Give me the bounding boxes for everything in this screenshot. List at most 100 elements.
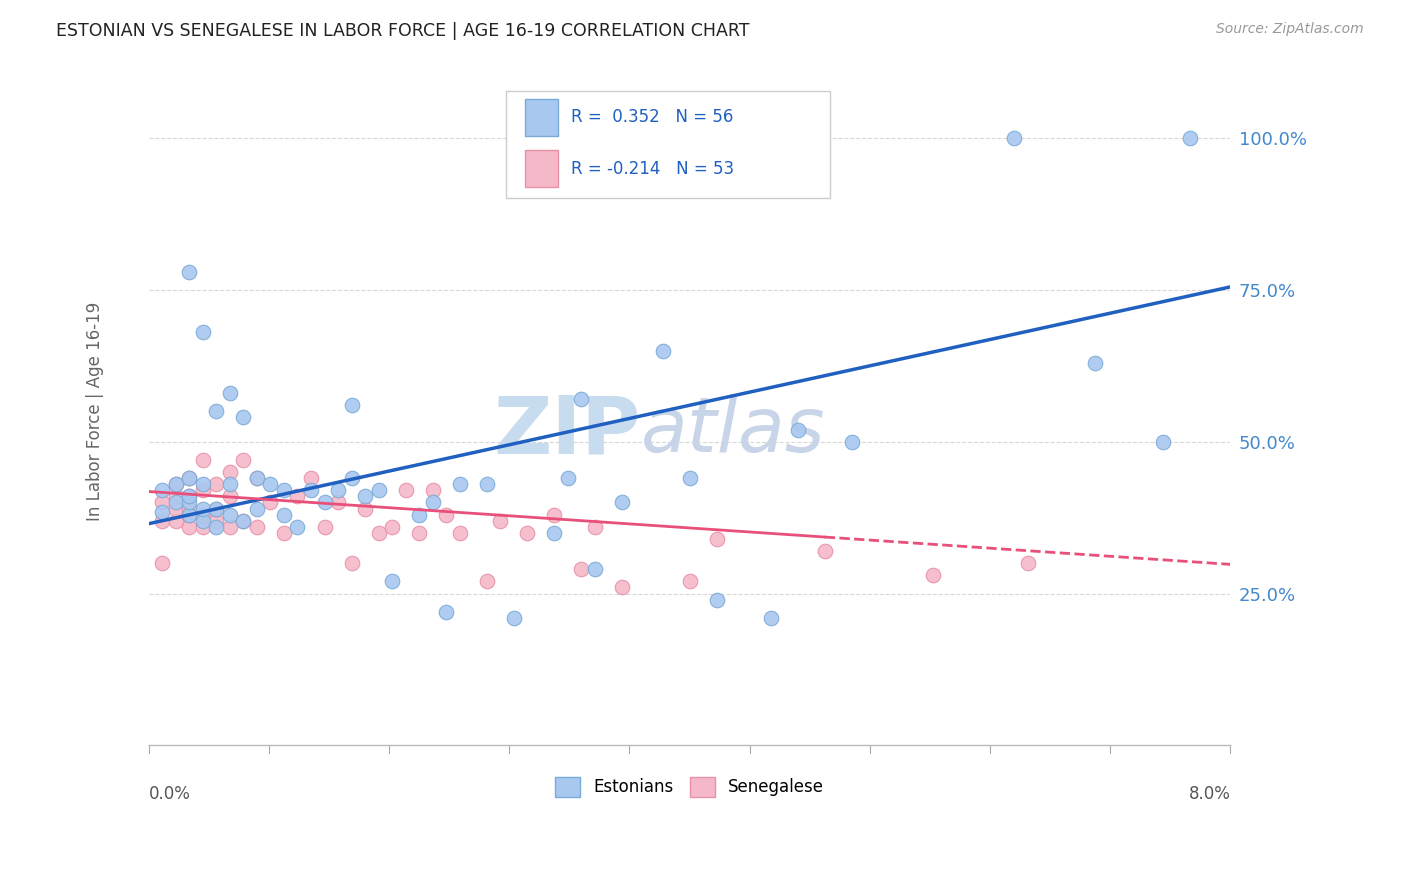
Point xyxy=(205,519,228,533)
Point xyxy=(191,501,214,516)
Point xyxy=(1002,131,1025,145)
Point xyxy=(340,556,363,570)
FancyBboxPatch shape xyxy=(526,150,558,187)
Point xyxy=(191,477,214,491)
Point xyxy=(219,519,242,533)
FancyBboxPatch shape xyxy=(506,91,830,198)
Point xyxy=(219,489,242,503)
Point xyxy=(179,495,201,509)
Point xyxy=(191,453,214,467)
Point xyxy=(287,519,309,533)
Point xyxy=(219,465,242,479)
Point xyxy=(354,489,377,503)
Point xyxy=(299,483,322,498)
Point xyxy=(179,471,201,485)
Point xyxy=(434,508,457,522)
Point xyxy=(434,605,457,619)
Point xyxy=(219,508,242,522)
Point xyxy=(610,581,633,595)
Point xyxy=(422,483,444,498)
Point xyxy=(367,525,389,540)
Point xyxy=(422,495,444,509)
Point xyxy=(475,477,498,491)
Point xyxy=(179,265,201,279)
Point xyxy=(340,471,363,485)
Text: ZIP: ZIP xyxy=(494,392,641,470)
Point xyxy=(179,508,201,522)
Point xyxy=(150,483,173,498)
Point xyxy=(408,508,430,522)
Point xyxy=(1178,131,1201,145)
Point xyxy=(299,471,322,485)
Point xyxy=(922,568,945,582)
Point xyxy=(259,477,281,491)
Point xyxy=(273,483,295,498)
Point xyxy=(354,501,377,516)
Point xyxy=(179,489,201,503)
Point xyxy=(205,404,228,418)
Point xyxy=(191,508,214,522)
Point xyxy=(475,574,498,589)
Point xyxy=(191,326,214,340)
Text: atlas: atlas xyxy=(641,394,825,468)
Point xyxy=(314,495,336,509)
Point xyxy=(841,434,863,449)
Point xyxy=(583,562,606,576)
Point xyxy=(191,519,214,533)
Point xyxy=(179,471,201,485)
Point xyxy=(651,343,673,358)
Point xyxy=(557,471,579,485)
FancyBboxPatch shape xyxy=(526,99,558,136)
Point xyxy=(219,386,242,401)
Point xyxy=(814,544,837,558)
Point xyxy=(583,519,606,533)
Point xyxy=(165,501,187,516)
Point xyxy=(259,495,281,509)
Point xyxy=(165,495,187,509)
Point xyxy=(489,514,512,528)
Point xyxy=(395,483,418,498)
Point xyxy=(246,471,269,485)
Point xyxy=(179,519,201,533)
Point xyxy=(678,471,700,485)
Point xyxy=(165,514,187,528)
Point xyxy=(1017,556,1039,570)
Point xyxy=(150,504,173,518)
Text: R = -0.214   N = 53: R = -0.214 N = 53 xyxy=(571,160,734,178)
Point xyxy=(191,483,214,498)
Point xyxy=(150,514,173,528)
Text: R =  0.352   N = 56: R = 0.352 N = 56 xyxy=(571,108,733,127)
Point xyxy=(543,525,565,540)
Point xyxy=(205,514,228,528)
Point xyxy=(273,508,295,522)
Point xyxy=(232,514,254,528)
Point xyxy=(232,453,254,467)
Point xyxy=(678,574,700,589)
Point xyxy=(232,514,254,528)
Point xyxy=(571,562,593,576)
Point xyxy=(179,501,201,516)
Point xyxy=(326,483,349,498)
Point xyxy=(516,525,538,540)
Point xyxy=(1084,356,1107,370)
Point xyxy=(205,477,228,491)
Point xyxy=(165,489,187,503)
Point xyxy=(502,611,524,625)
Text: 8.0%: 8.0% xyxy=(1188,785,1230,804)
Text: ESTONIAN VS SENEGALESE IN LABOR FORCE | AGE 16-19 CORRELATION CHART: ESTONIAN VS SENEGALESE IN LABOR FORCE | … xyxy=(56,22,749,40)
Point xyxy=(706,532,728,546)
Point xyxy=(150,495,173,509)
Point xyxy=(191,514,214,528)
Point xyxy=(381,574,404,589)
Point xyxy=(273,525,295,540)
Point xyxy=(219,477,242,491)
Point xyxy=(246,501,269,516)
Point xyxy=(150,556,173,570)
Point xyxy=(408,525,430,540)
Point xyxy=(610,495,633,509)
Point xyxy=(543,508,565,522)
Text: Source: ZipAtlas.com: Source: ZipAtlas.com xyxy=(1216,22,1364,37)
Point xyxy=(381,519,404,533)
Point xyxy=(326,495,349,509)
Point xyxy=(340,398,363,412)
